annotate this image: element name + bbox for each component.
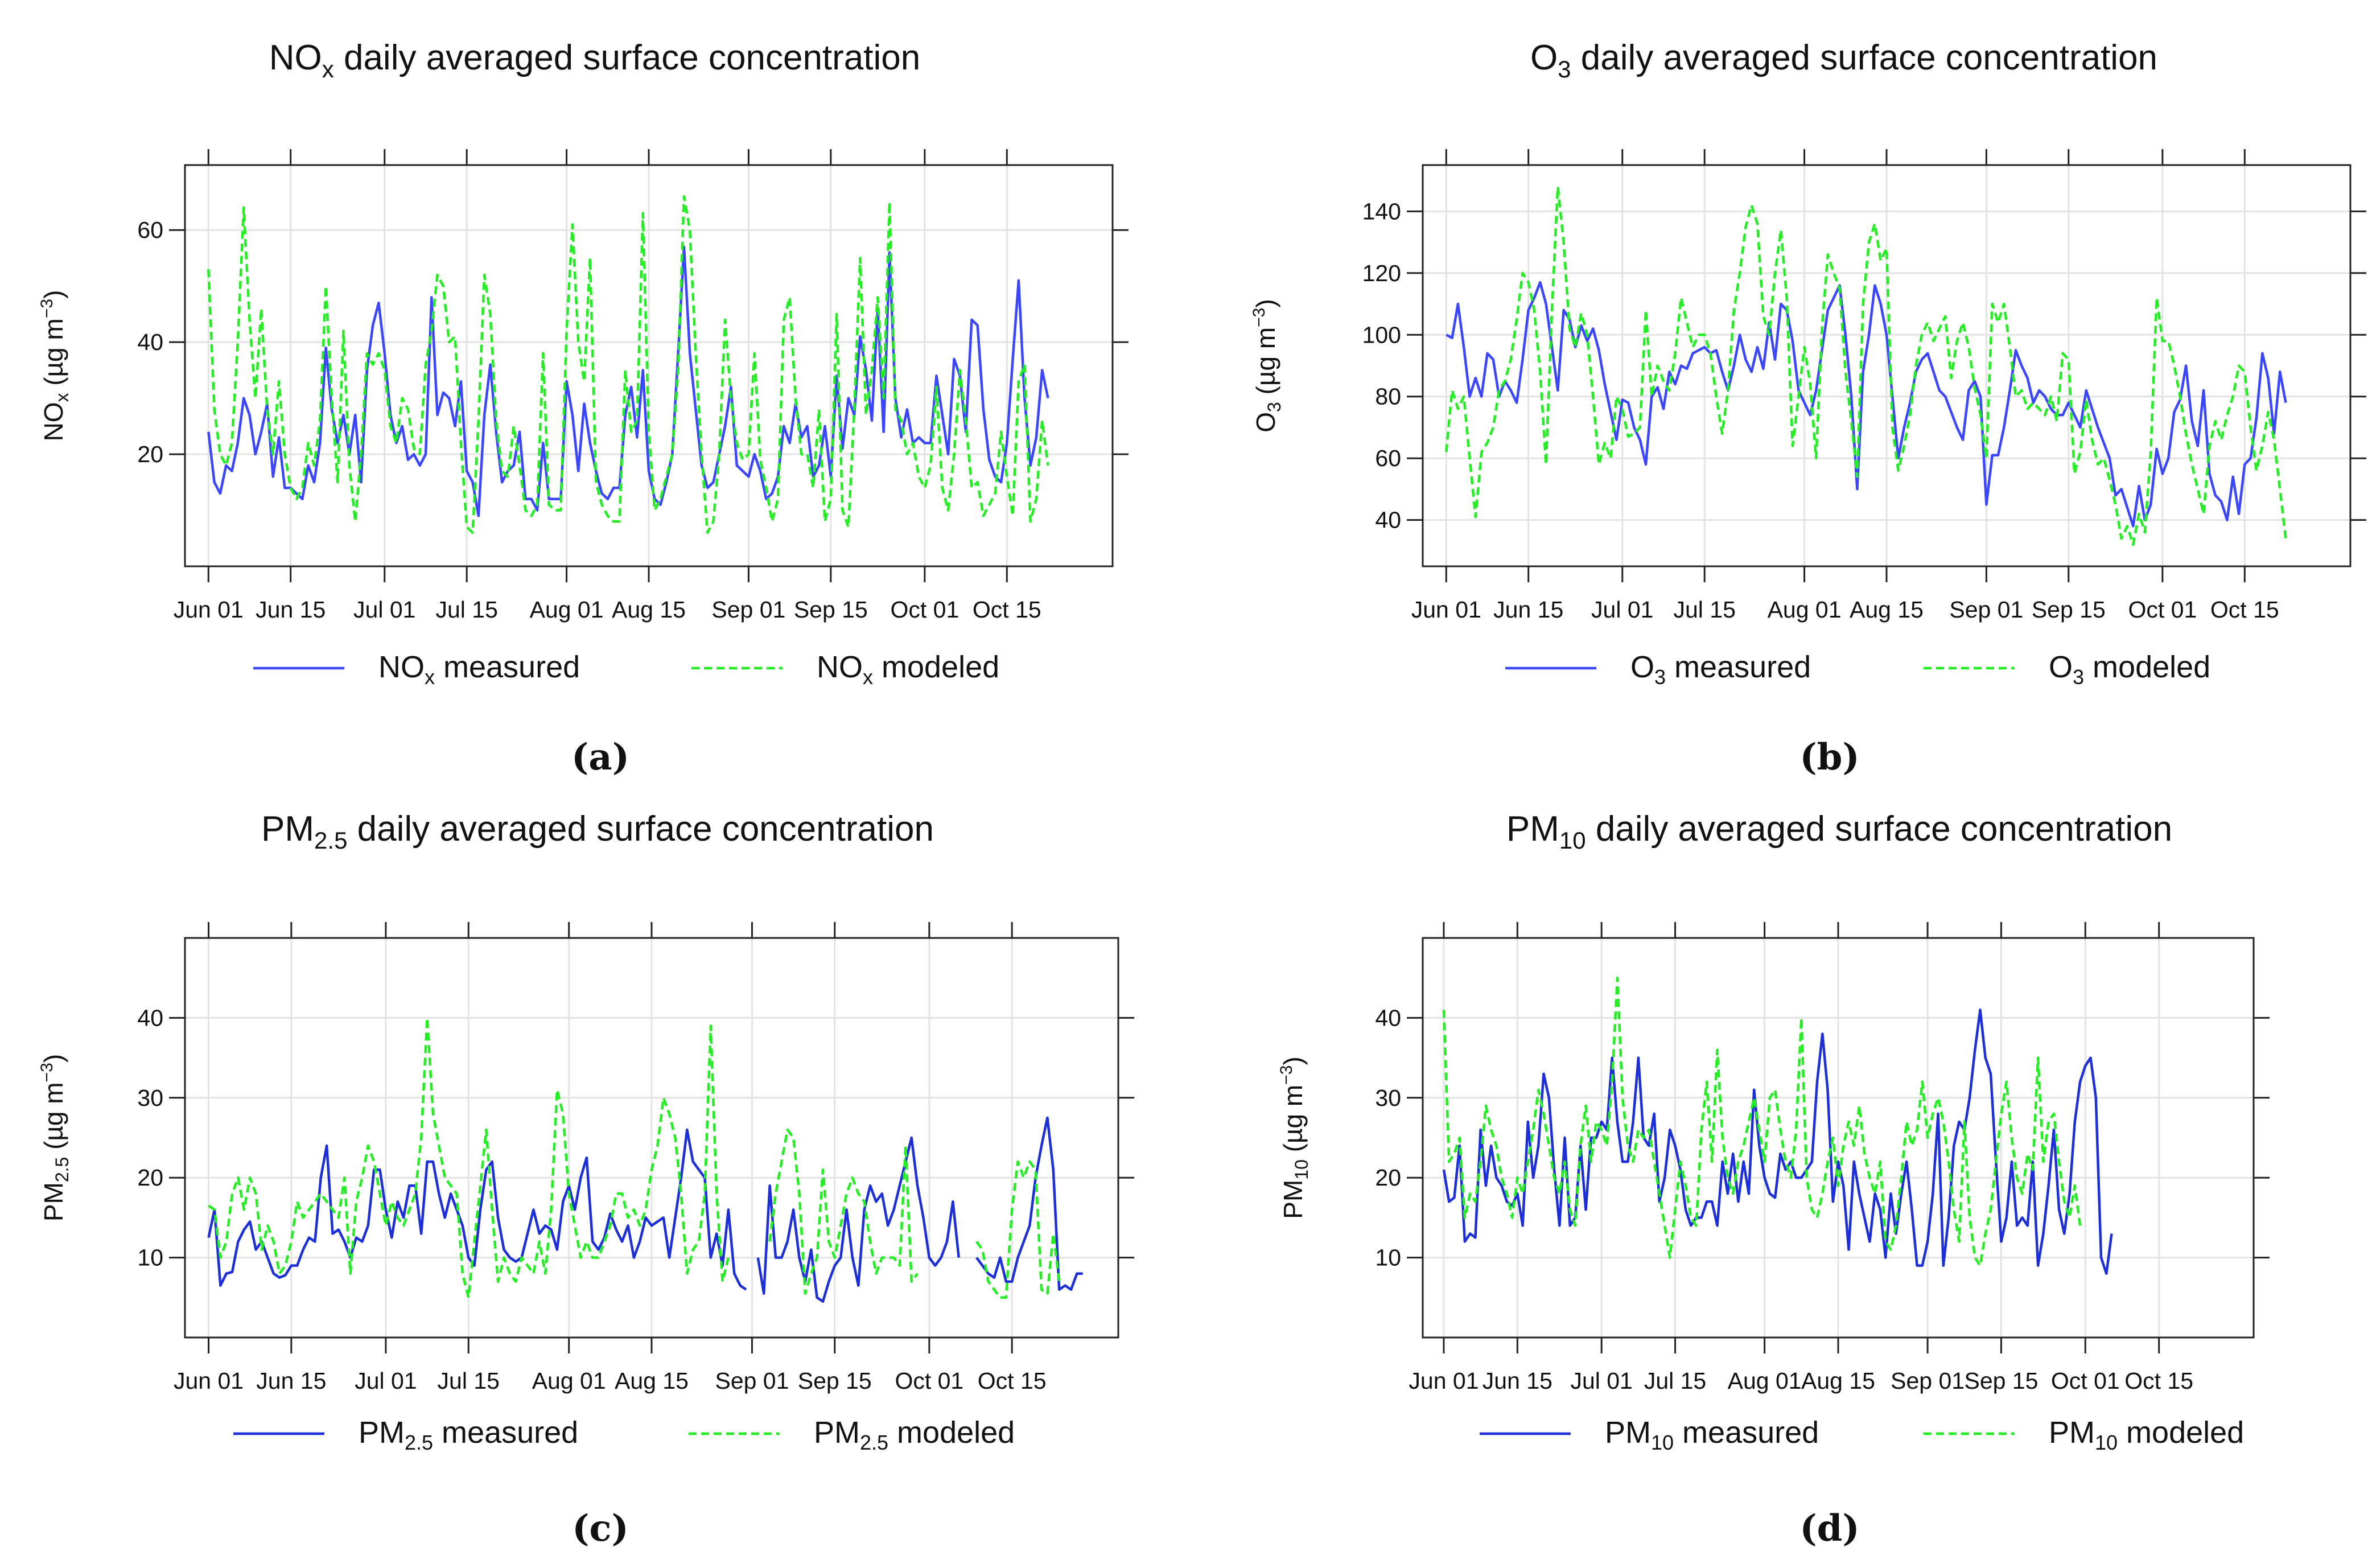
x-tick-label: Jun 01 <box>174 1368 244 1394</box>
x-tick-label: Sep 15 <box>798 1368 872 1394</box>
y-axis-label: PM2.5 (µg m−3) <box>38 1054 72 1221</box>
x-tick-label: Jul 01 <box>353 596 415 623</box>
y-tick-label: 40 <box>1375 507 1401 533</box>
panel-caption: (b) <box>1799 736 1859 779</box>
y-tick-label: 30 <box>1375 1085 1401 1111</box>
x-tick-label: Jun 15 <box>1482 1368 1552 1394</box>
chart-panel-d: Jun 01 Jun 15 Jul 01 Jul 15 Aug 01 Aug 15 Sep … <box>1277 809 2270 1550</box>
y-tick-label: 10 <box>137 1245 163 1271</box>
x-tick-label: Jul 15 <box>438 1368 500 1394</box>
x-tick-label: Sep 01 <box>1891 1368 1965 1394</box>
chart-title: O3 daily averaged surface concentration <box>1530 38 2157 83</box>
series-line-measured <box>207 1116 1083 1303</box>
legend-label-measured: PM2.5 measured <box>359 1415 578 1454</box>
y-tick-label: 20 <box>1375 1164 1401 1191</box>
x-tick-label: Aug 15 <box>615 1368 689 1394</box>
x-tick-label: Sep 15 <box>2032 596 2106 623</box>
x-tick-label: Oct 01 <box>895 1368 963 1394</box>
series-line-modeled <box>1442 976 2082 1267</box>
chart-title: PM2.5 daily averaged surface concentrati… <box>261 809 934 854</box>
x-tick-label: Jul 15 <box>1644 1368 1706 1394</box>
y-tick-label: 60 <box>137 217 163 243</box>
y-tick-label: 40 <box>1375 1005 1401 1031</box>
x-tick-label: Sep 15 <box>1964 1368 2038 1394</box>
x-tick-label: Aug 01 <box>1768 596 1842 623</box>
y-axis-label: O3 (µg m−3) <box>1250 299 1284 432</box>
legend-label-measured: NOx measured <box>378 650 580 689</box>
legend-label-modeled: NOx modeled <box>817 650 999 689</box>
x-tick-label: Oct 15 <box>2210 596 2279 623</box>
y-axis-label: PM10 (µg m−3) <box>1277 1056 1312 1219</box>
x-tick-label: Oct 01 <box>890 596 959 623</box>
series-line-modeled <box>1445 185 2287 546</box>
x-tick-label: Jul 01 <box>1570 1368 1632 1394</box>
x-tick-label: Sep 01 <box>1949 596 2023 623</box>
legend-label-modeled: PM2.5 modeled <box>814 1415 1015 1454</box>
x-tick-label: Sep 01 <box>711 596 785 623</box>
series-line-modeled <box>207 195 1049 534</box>
x-tick-label: Oct 01 <box>2128 596 2197 623</box>
x-tick-label: Jul 15 <box>435 596 497 623</box>
legend-label-modeled: O3 modeled <box>2049 650 2210 689</box>
x-tick-label: Jun 01 <box>1411 596 1481 623</box>
y-tick-label: 10 <box>1375 1245 1401 1271</box>
x-tick-label: Sep 01 <box>715 1368 789 1394</box>
legend-label-measured: O3 measured <box>1630 650 1811 689</box>
x-tick-label: Jun 01 <box>174 596 244 623</box>
panel-caption: (a) <box>571 736 629 779</box>
series-line-modeled <box>208 1016 1061 1299</box>
x-tick-label: Sep 15 <box>794 596 868 623</box>
x-tick-label: Jul 15 <box>1673 596 1735 623</box>
y-tick-label: 30 <box>137 1085 163 1111</box>
x-tick-label: Jun 01 <box>1409 1368 1479 1394</box>
chart-panel-b: Jun 01 Jun 15 Jul 01 Jul 15 Aug 01 Aug 15 Sep … <box>1250 38 2366 779</box>
y-tick-label: 20 <box>137 1164 163 1191</box>
y-tick-label: 80 <box>1375 384 1401 410</box>
x-tick-label: Jun 15 <box>256 596 326 623</box>
x-tick-label: Aug 01 <box>532 1368 606 1394</box>
x-tick-label: Aug 15 <box>612 596 686 623</box>
y-tick-label: 40 <box>137 329 163 355</box>
x-tick-label: Aug 15 <box>1801 1368 1875 1394</box>
chart-title: NOx daily averaged surface concentration <box>269 38 921 83</box>
legend-label-measured: PM10 measured <box>1605 1415 1819 1454</box>
y-axis-label: NOx (µg m−3) <box>38 290 72 442</box>
x-tick-label: Oct 01 <box>2051 1368 2120 1394</box>
x-tick-label: Aug 01 <box>530 596 604 623</box>
y-tick-label: 40 <box>137 1005 163 1031</box>
panel-caption: (d) <box>1799 1507 1859 1550</box>
chart-title: PM10 daily averaged surface concentratio… <box>1506 809 2172 854</box>
x-tick-label: Aug 01 <box>1728 1368 1802 1394</box>
y-tick-label: 140 <box>1362 198 1401 224</box>
legend-label-modeled: PM10 modeled <box>2049 1415 2244 1454</box>
x-tick-label: Jul 01 <box>355 1368 417 1394</box>
x-tick-label: Jul 01 <box>1591 596 1653 623</box>
chart-panel-a: Jun 01 Jun 15 Jul 01 Jul 15 Aug 01 Aug 15 Sep … <box>38 38 1129 779</box>
panel-caption: (c) <box>572 1507 629 1550</box>
y-tick-label: 120 <box>1362 260 1401 286</box>
x-tick-label: Oct 15 <box>978 1368 1047 1394</box>
chart-panel-c: Jun 01 Jun 15 Jul 01 Jul 15 Aug 01 Aug 15 Sep … <box>38 809 1134 1550</box>
x-tick-label: Oct 15 <box>973 596 1041 623</box>
y-tick-label: 60 <box>1375 445 1401 471</box>
y-tick-label: 20 <box>137 441 163 467</box>
series-line-measured <box>207 245 1049 517</box>
x-tick-label: Aug 15 <box>1850 596 1924 623</box>
x-tick-label: Jun 15 <box>256 1368 326 1394</box>
y-tick-label: 100 <box>1362 322 1401 348</box>
x-tick-label: Jun 15 <box>1493 596 1563 623</box>
x-tick-label: Oct 15 <box>2124 1368 2193 1394</box>
